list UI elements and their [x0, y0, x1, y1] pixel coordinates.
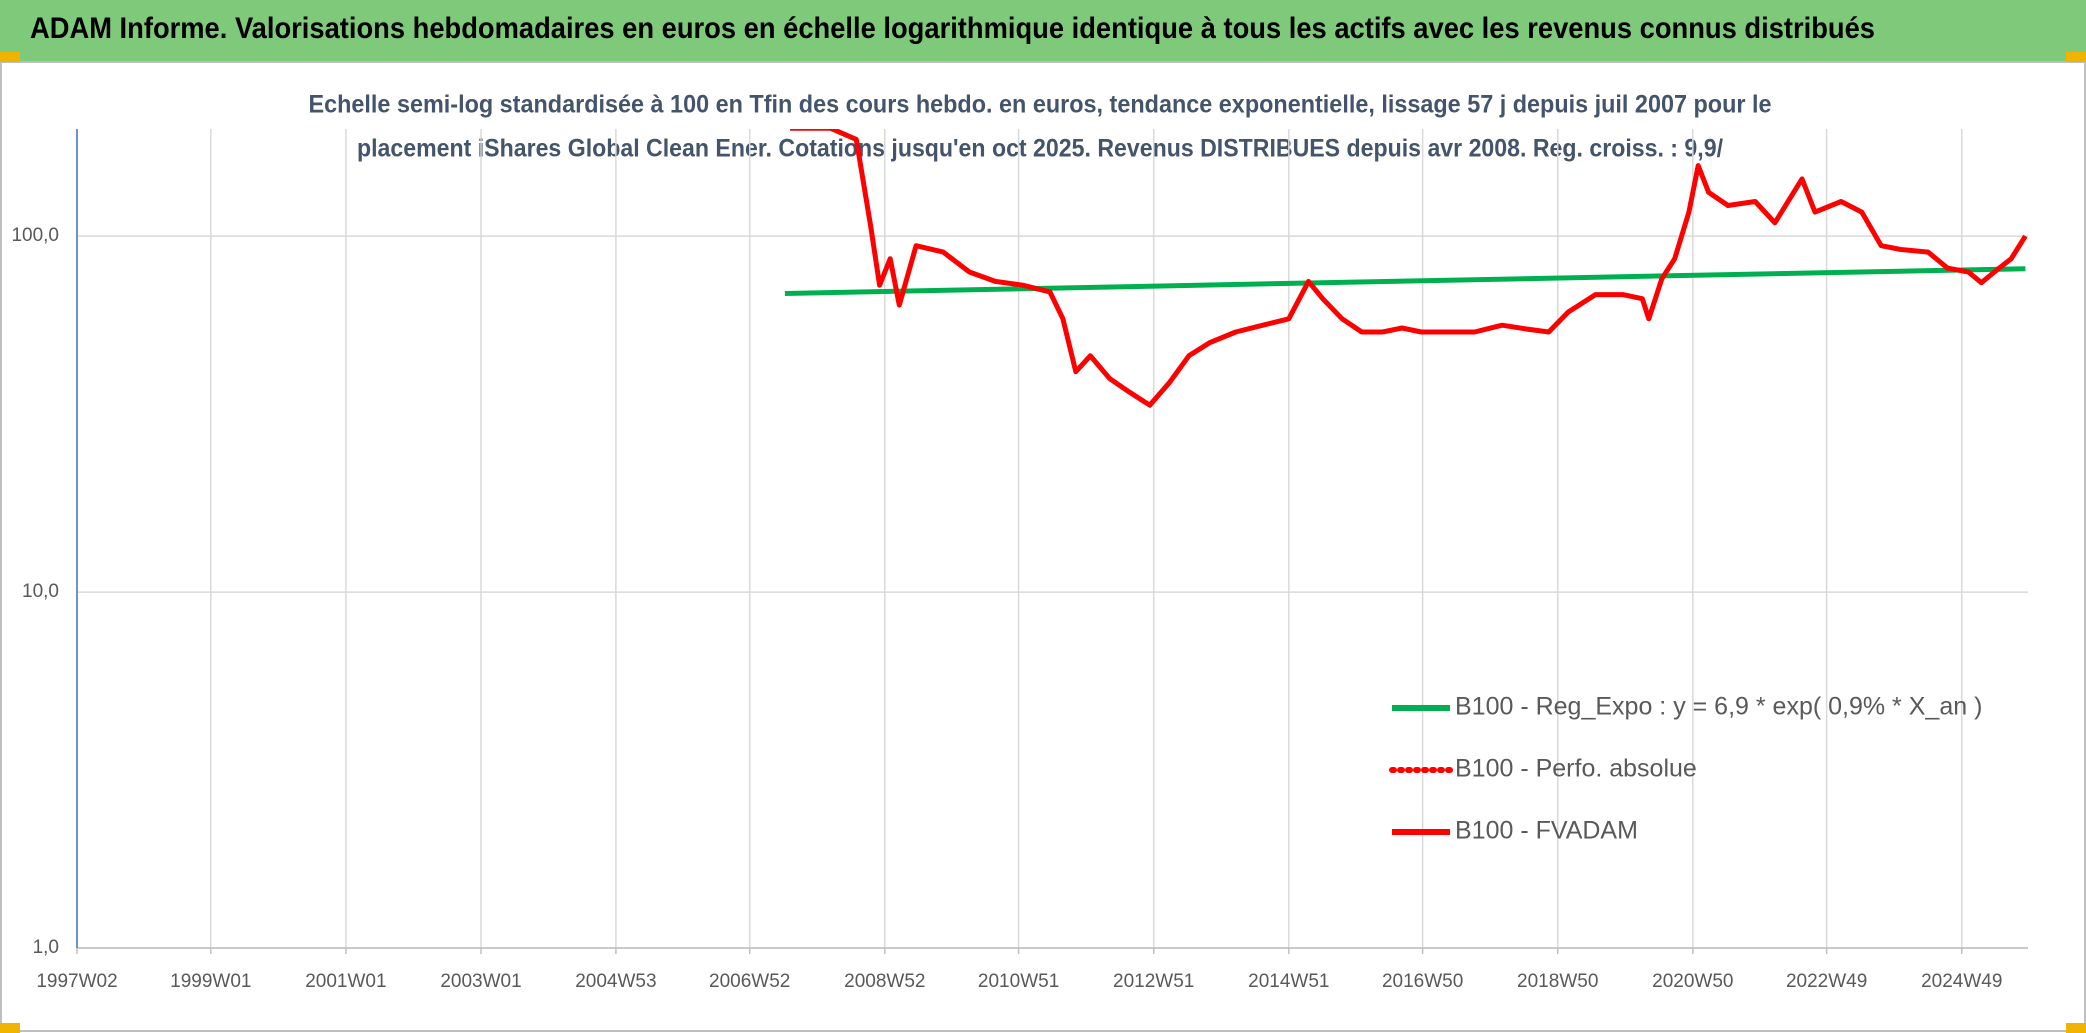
x-tick-label: 2004W53 [575, 971, 656, 992]
x-tick-label: 2020W50 [1652, 971, 1733, 992]
x-tick-label: 2003W01 [440, 971, 521, 992]
corner-mark [2066, 1023, 2086, 1033]
chart-subtitle: Echelle semi-log standardisée à 100 en T… [309, 91, 1772, 119]
chart-title: ADAM Informe. Valorisations hebdomadaire… [30, 12, 1875, 45]
x-tick-label: 2001W01 [305, 971, 386, 992]
series-line [790, 129, 2028, 408]
x-tick-label: 1997W02 [36, 971, 117, 992]
frame [0, 61, 2086, 1032]
x-tick-label: 2024W49 [1921, 971, 2002, 992]
y-tick-label: 100,0 [11, 225, 59, 246]
plot-area [784, 129, 2028, 408]
x-tick-label: 2022W49 [1786, 971, 1867, 992]
y-tick-label: 10,0 [22, 581, 59, 602]
x-tick-label: 2010W51 [978, 971, 1059, 992]
legend: B100 - Reg_Expo : y = 6,9 * exp( 0,9% * … [1389, 693, 1982, 845]
y-tick-label: 1,0 [33, 937, 59, 958]
x-tick-label: 2006W52 [709, 971, 790, 992]
axis-labels: 1,0 10,0 100,0 1997W02 1999W01 2001W01 2003W01… [11, 225, 2002, 992]
corner-mark [2066, 52, 2086, 62]
chart-subtitle: placement iShares Global Clean Ener. Cot… [357, 135, 1723, 163]
x-tick-label: 2014W51 [1248, 971, 1329, 992]
corner-mark [0, 52, 20, 62]
legend-label: B100 - FVADAM [1455, 817, 1638, 845]
corner-mark [0, 1023, 20, 1033]
x-tick-label: 2008W52 [844, 971, 925, 992]
grid [76, 129, 2028, 954]
series-line [784, 266, 2026, 296]
x-tick-label: 2012W51 [1113, 971, 1194, 992]
x-tick-label: 2018W50 [1517, 971, 1598, 992]
legend-label: B100 - Reg_Expo : y = 6,9 * exp( 0,9% * … [1455, 693, 1982, 721]
legend-label: B100 - Perfo. absolue [1455, 755, 1697, 783]
x-tick-label: 1999W01 [170, 971, 251, 992]
x-tick-label: 2016W50 [1382, 971, 1463, 992]
title-bar [0, 0, 2086, 62]
